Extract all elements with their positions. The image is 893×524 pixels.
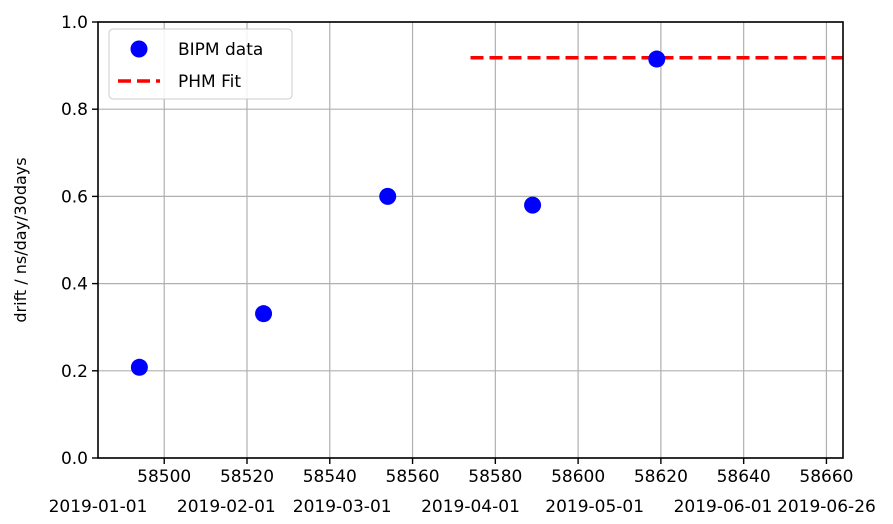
x-tick-label: 58580 <box>468 467 522 487</box>
date-tick-label: 2019-06-26 <box>777 497 876 517</box>
y-tick-label: 1.0 <box>61 13 88 33</box>
y-tick-label: 0.2 <box>61 362 88 382</box>
legend-marker-bipm <box>130 40 148 58</box>
y-axis-label: drift / ns/day/30days <box>11 157 30 322</box>
x-tick-label: 58660 <box>799 467 853 487</box>
legend-box <box>108 28 293 100</box>
date-tick-label: 2019-02-01 <box>177 497 276 517</box>
date-tick-label: 2019-01-01 <box>49 497 148 517</box>
axis-ticks: 58500 58520 58540 58560 58580 58600 58620 58640… <box>49 13 876 517</box>
bipm-data-point <box>130 358 148 376</box>
plot-series <box>130 50 843 376</box>
plot-frame <box>97 21 844 459</box>
y-tick-label: 0.8 <box>61 100 88 120</box>
x-tick-label: 58560 <box>386 467 440 487</box>
legend-label: BIPM data <box>178 40 263 60</box>
date-tick-label: 2019-03-01 <box>293 497 392 517</box>
legend-label: PHM Fit <box>178 72 241 92</box>
x-tick-label: 58600 <box>551 467 605 487</box>
x-tick-label: 58520 <box>220 467 274 487</box>
y-tick-label: 0.4 <box>61 275 88 295</box>
y-tick-label: 0.0 <box>61 449 88 469</box>
x-tick-label: 58540 <box>303 467 357 487</box>
date-tick-label: 2019-06-01 <box>674 497 773 517</box>
bipm-data-point <box>379 187 397 205</box>
bipm-data-point <box>524 196 542 214</box>
bipm-data-point <box>255 305 273 323</box>
date-tick-label: 2019-04-01 <box>421 497 520 517</box>
bipm-data-point <box>648 50 666 68</box>
x-tick-label: 58620 <box>634 467 688 487</box>
x-tick-label: 58500 <box>137 467 191 487</box>
y-tick-label: 0.6 <box>61 187 88 207</box>
legend: BIPM data PHM Fit <box>108 28 293 100</box>
x-tick-label: 58640 <box>717 467 771 487</box>
date-tick-label: 2019-05-01 <box>545 497 644 517</box>
